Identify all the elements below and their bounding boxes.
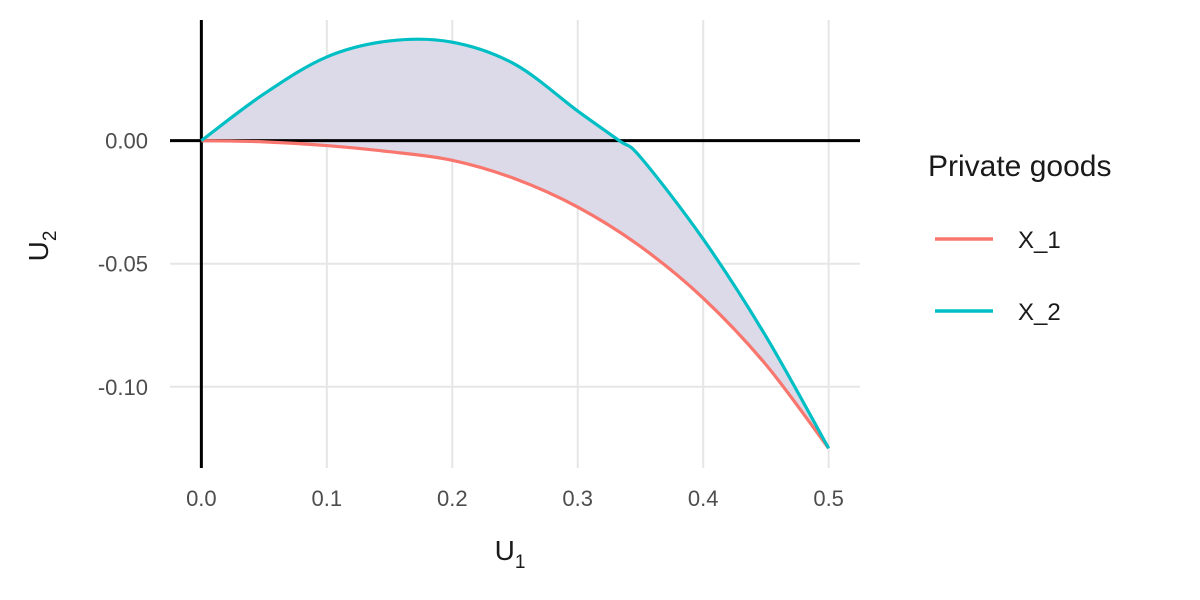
y-tick-label: -0.10 [98,375,148,400]
series-lines [200,37,831,450]
x-tick-label: 0.2 [437,486,468,511]
series-line-x-2 [200,37,831,450]
x-tick-label: 0.4 [688,486,719,511]
reference-lines [170,20,860,468]
x-axis-title: U1 [495,535,526,573]
x-tick-label: 0.5 [813,486,844,511]
y-tick-label: 0.00 [105,129,148,154]
x-tick-label: 0.1 [312,486,343,511]
x-tick-label: 0.0 [186,486,217,511]
legend-title: Private goods [928,150,1111,183]
legend-label: X_1 [1018,227,1061,254]
y-tick-labels: 0.00 -0.05 -0.10 [98,129,148,400]
x-tick-label: 0.3 [562,486,593,511]
y-tick-label: -0.05 [98,252,148,277]
x-tick-labels: 0.0 0.1 0.2 0.3 0.4 0.5 [186,486,844,511]
series-line-x-1 [201,139,830,450]
legend: Private goods X_1 X_2 [928,150,1111,326]
legend-label: X_2 [1018,299,1061,326]
y-axis-title: U2 [23,231,61,262]
